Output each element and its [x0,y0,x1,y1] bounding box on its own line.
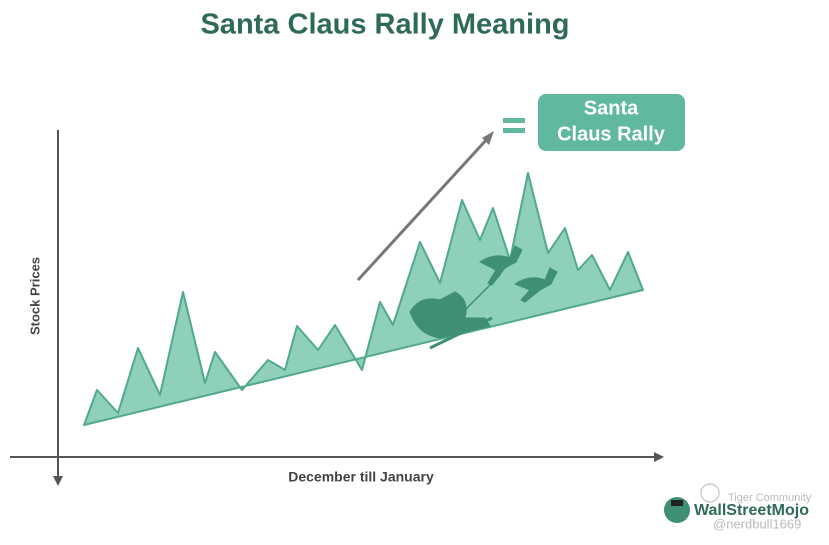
logo-hat [671,500,683,506]
y-axis-label: Stock Prices [27,257,42,335]
trend-arrow-head [482,131,494,145]
x-axis-arrow [654,452,664,462]
logo-brand: WallStreetMojo [694,502,809,519]
equals-bar [503,118,525,123]
y-axis-arrow [53,476,63,486]
price-area [83,172,644,426]
result-line: Santa [584,97,639,119]
equals-bar [503,128,525,133]
logo: WallStreetMojo [664,497,809,523]
watermark-icon [700,483,720,503]
watermark-handle: @nerdbull1669 [713,516,801,531]
title: Santa Claus Rally Meaning [200,9,569,41]
logo-icon [664,497,690,523]
watermark-source: Tiger Community [728,492,812,504]
x-axis-label: December till January [288,469,434,485]
sleigh-illustration [409,245,558,350]
result-line: Claus Rally [557,123,666,145]
trend-arrow [356,136,490,282]
result-box [538,94,685,151]
